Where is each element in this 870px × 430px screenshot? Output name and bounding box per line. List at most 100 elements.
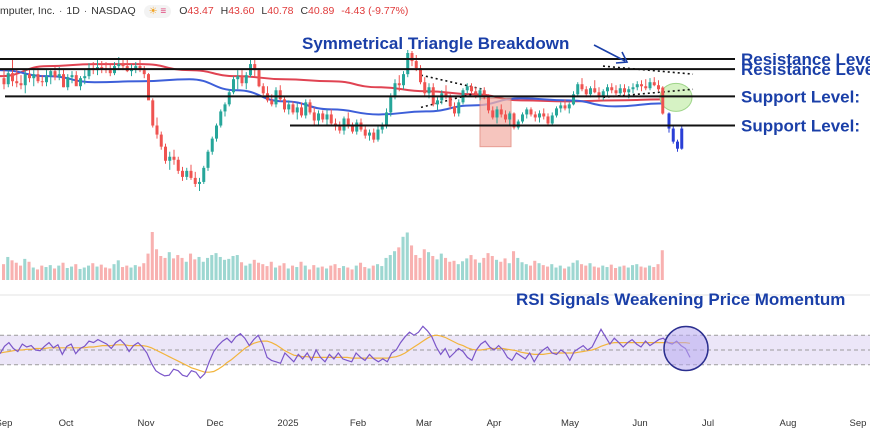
candle (661, 86, 665, 115)
volume-bar (61, 262, 65, 280)
volume-bar (414, 255, 418, 280)
volume-bar (567, 266, 571, 280)
candle (453, 102, 456, 117)
candle (508, 111, 512, 125)
rsi-highlight-circle (663, 325, 709, 372)
change-value: -4.43 (-9.77%) (341, 5, 409, 17)
volume-bar (214, 253, 218, 280)
exchange: NASDAQ (91, 5, 136, 17)
volume-bar (133, 265, 137, 280)
candle (274, 87, 278, 108)
open-value: 43.47 (187, 5, 214, 17)
volume-bar (286, 268, 290, 280)
candle (96, 59, 99, 76)
volume-bar (546, 266, 550, 280)
status-badges[interactable]: ☀ ≡ (143, 4, 172, 18)
candle (130, 64, 133, 77)
level-label: Resistance Level: (741, 60, 870, 79)
volume-bar (176, 255, 180, 280)
volume-bar (618, 266, 622, 280)
volume-bar (520, 262, 524, 280)
candle (134, 62, 138, 74)
volume-bar (554, 267, 558, 280)
volume-bar (359, 262, 363, 280)
candle (623, 84, 626, 96)
candle (142, 66, 146, 79)
volume-bar (329, 265, 333, 280)
consolidation-box (479, 97, 512, 148)
volume-bar (320, 266, 324, 280)
volume-bar (465, 258, 469, 280)
candle (181, 166, 184, 181)
volume-bar (282, 263, 286, 280)
candle (555, 106, 558, 118)
ohlc-values: O43.47 H43.60 L40.78 C40.89 -4.43 (-9.77… (179, 5, 409, 17)
volume-bar (40, 265, 44, 280)
volume-bar (580, 264, 584, 280)
volume-bar (388, 255, 392, 280)
volume-bar (95, 266, 99, 280)
x-tick-label: May (561, 418, 579, 429)
volume-bar (452, 260, 456, 280)
triangle-annotation: Symmetrical Triangle Breakdown (302, 34, 569, 53)
symbol-name[interactable]: mputer, Inc. (0, 5, 55, 17)
x-tick-label: Oct (59, 418, 74, 429)
volume-bar (405, 232, 409, 280)
volume-bar (448, 261, 452, 280)
candle (278, 85, 282, 102)
ema-50-line (0, 69, 663, 116)
volume-bar (354, 265, 358, 280)
volume-bar (346, 267, 350, 280)
candle (368, 129, 371, 141)
volume-bar (371, 265, 375, 280)
candle (597, 87, 601, 100)
x-tick-label: Sep (850, 418, 867, 429)
interval[interactable]: 1D (66, 5, 80, 17)
level-label: Support Level: (741, 87, 860, 106)
candle (295, 103, 299, 120)
volume-bar (550, 264, 554, 280)
volume-bar (265, 266, 269, 280)
volume-bar (350, 269, 354, 280)
volume-bar (146, 253, 150, 280)
volume-bar (499, 261, 503, 280)
volume-bar (363, 267, 367, 280)
candle (363, 126, 367, 139)
volume-bar (401, 236, 405, 280)
candle (36, 68, 40, 84)
volume-bar (78, 268, 82, 280)
candle (308, 99, 312, 115)
breakdown-candle (680, 126, 684, 150)
volume-bar (427, 252, 431, 280)
x-tick-label: 2025 (277, 418, 298, 429)
volume-bar (163, 257, 167, 280)
volume-bar (418, 257, 422, 280)
candle (521, 112, 524, 124)
volume-bar (201, 261, 205, 280)
candle (215, 123, 218, 142)
candle (491, 106, 495, 120)
volume-bar (27, 261, 31, 280)
volume-bar (524, 264, 528, 280)
volume-bar (31, 267, 35, 280)
volume-bar (482, 257, 486, 280)
volume-bar (631, 265, 635, 280)
arrow-head-icon (615, 51, 629, 64)
volume-bar (129, 267, 133, 280)
candle (470, 83, 473, 94)
candle (465, 83, 469, 94)
volume-bar (44, 267, 48, 280)
chart-header: mputer, Inc. · 1D · NASDAQ ☀ ≡ O43.47 H4… (0, 2, 412, 20)
candle (559, 102, 563, 113)
volume-bar (14, 262, 18, 280)
volume-bar (193, 259, 197, 280)
volume-bar (223, 259, 227, 280)
candle (533, 111, 537, 122)
volume-bar (571, 262, 575, 280)
volume-bar (36, 269, 40, 280)
volume-bar (231, 256, 235, 280)
candle (457, 99, 461, 117)
volume-bar (91, 263, 95, 280)
x-tick-label: Dec (207, 418, 224, 429)
